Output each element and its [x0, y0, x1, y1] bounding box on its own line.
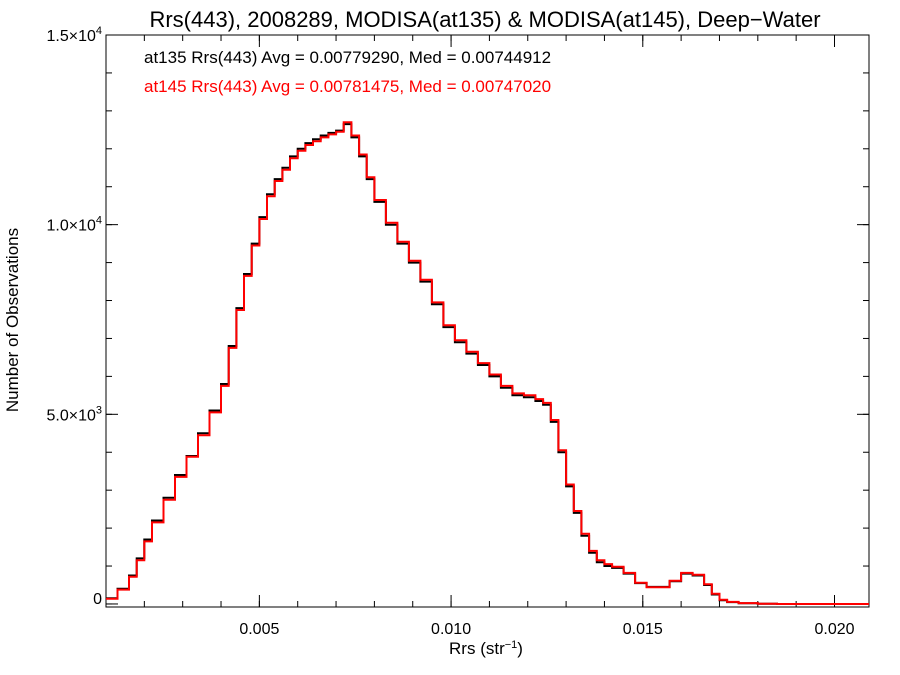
x-tick-label: 0.020 — [814, 621, 854, 638]
series-layer — [106, 121, 869, 605]
x-tick-label: 0.005 — [239, 621, 279, 638]
chart-title: Rrs(443), 2008289, MODISA(at135) & MODIS… — [149, 7, 820, 32]
y-tick-exponent: 4 — [96, 215, 102, 227]
y-tick-mantissa: 1.5×10 — [46, 28, 95, 45]
x-tick-label: 0.010 — [431, 621, 471, 638]
axis-ticks — [105, 34, 869, 607]
y-tick-label: 1.0×104 — [46, 215, 102, 235]
y-tick-mantissa: 0 — [93, 591, 102, 608]
annotation-at145: at145 Rrs(443) Avg = 0.00781475, Med = 0… — [144, 77, 551, 96]
y-tick-exponent: 4 — [96, 25, 102, 37]
plot-frame — [105, 34, 870, 608]
x-axis-label: Rrs (str−1) — [449, 639, 523, 658]
series-line-at145 — [106, 121, 869, 605]
x-axis-label-exponent: −1 — [505, 639, 518, 651]
y-tick-mantissa: 5.0×10 — [46, 407, 95, 424]
y-tick-exponent: 3 — [96, 404, 102, 416]
y-tick-label: 5.0×103 — [46, 404, 102, 424]
y-tick-label: 1.5×104 — [46, 25, 102, 45]
x-axis-tick-labels: 0.005 0.010 0.015 0.020 — [239, 621, 854, 638]
x-tick-label: 0.015 — [623, 621, 663, 638]
y-tick-mantissa: 1.0×10 — [46, 218, 95, 235]
plot-area — [105, 34, 870, 608]
annotations: at135 Rrs(443) Avg = 0.00779290, Med = 0… — [144, 48, 551, 96]
y-tick-label: 0 — [93, 591, 102, 608]
y-axis-label: Number of Observations — [3, 228, 22, 412]
annotation-at135: at135 Rrs(443) Avg = 0.00779290, Med = 0… — [144, 48, 551, 67]
